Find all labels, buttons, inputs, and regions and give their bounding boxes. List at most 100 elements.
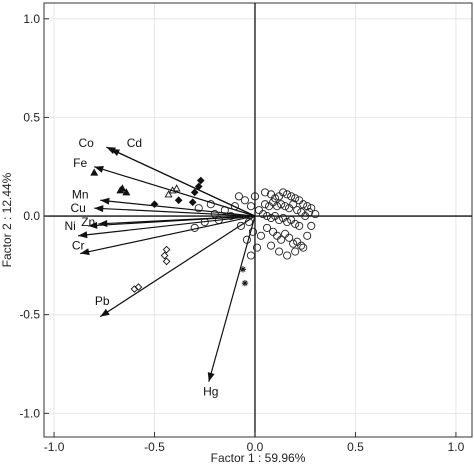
point-circle (311, 210, 320, 219)
point-circle (305, 208, 314, 217)
point-circle (240, 196, 249, 205)
point-triangle-open (164, 190, 173, 198)
point-circle (303, 231, 312, 240)
point-circle (265, 202, 274, 211)
vector-line (88, 215, 256, 227)
point-star (239, 266, 247, 273)
point-star (241, 279, 249, 287)
point-circle (273, 231, 282, 240)
zero-lines (44, 3, 472, 437)
point-circle (285, 233, 294, 242)
point-circle (297, 208, 306, 217)
point-circle (281, 202, 290, 211)
point-triangle-filled (90, 168, 99, 176)
vector-fe (94, 166, 256, 217)
point-circle (299, 243, 308, 252)
point-circle (226, 212, 235, 221)
point-diamond-open (130, 285, 139, 293)
point-circle (299, 200, 308, 209)
vector-pb (99, 215, 256, 318)
plot-frame (43, 2, 473, 438)
vector-arrowhead (207, 372, 215, 382)
vector-mn (100, 197, 256, 217)
point-circle (260, 200, 270, 209)
vector-arrowhead (88, 221, 98, 229)
y-tick-label: -1.0 (19, 406, 40, 420)
vector-label-cr: Cr (72, 239, 85, 253)
vector-arrowhead (78, 231, 88, 239)
point-circle (291, 194, 300, 203)
vector-ni (88, 215, 256, 229)
point-circle (291, 219, 300, 228)
vector-line (78, 215, 256, 237)
point-circle (236, 221, 245, 230)
point-triangle-filled (122, 188, 131, 196)
vector-label-co: Co (79, 136, 95, 150)
point-circle (279, 188, 288, 197)
vector-label-ni: Ni (64, 219, 75, 233)
point-circle (234, 192, 243, 201)
point-circle (283, 217, 292, 227)
star-stroke (240, 266, 246, 272)
vector-arrowhead (100, 197, 110, 205)
vector-label-hg: Hg (203, 385, 218, 399)
vector-label-cd: Cd (127, 136, 142, 150)
vector-cr (78, 215, 256, 239)
point-circle (267, 241, 276, 250)
x-tick-label: 0.5 (347, 440, 364, 454)
point-circle (271, 194, 280, 203)
point-diamond-open (162, 245, 171, 254)
point-circle (273, 202, 282, 211)
x-tick-label: 1.0 (448, 440, 465, 454)
point-circle (256, 231, 266, 240)
vector-label-zn: Zn (81, 215, 95, 229)
point-triangle-filled (118, 184, 127, 192)
y-axis-title: Factor 2 : 12.44% (0, 172, 14, 267)
point-circle (293, 237, 302, 246)
point-circle (246, 251, 256, 260)
vector-arrowhead (94, 166, 104, 173)
point-circle (260, 188, 270, 197)
vector-cr2 (80, 215, 256, 256)
vector-line (99, 215, 256, 318)
point-circle (295, 221, 304, 230)
axis-ticks: -1.0 -0.5 0.0 0.5 1.0 -1.0 -0.5 0.0 0.5 1.0 (19, 12, 464, 454)
vector-arrowhead (100, 308, 110, 317)
point-circle (194, 204, 203, 213)
vector-line (110, 148, 256, 217)
vector-label-pb: Pb (95, 294, 110, 308)
point-circle (287, 192, 296, 201)
point-circle (254, 206, 264, 215)
point-diamond-open (134, 283, 143, 291)
vector-arrowhead (94, 205, 104, 213)
vector-line (94, 166, 256, 217)
point-circle (262, 223, 272, 232)
vector-label-fe: Fe (73, 156, 87, 170)
point-circle (283, 251, 292, 260)
point-circle (252, 243, 262, 252)
y-tick-label: -0.5 (19, 308, 40, 322)
point-circle (275, 247, 284, 256)
point-circle (248, 227, 258, 236)
vector-label-mn: Mn (72, 187, 89, 201)
x-tick-label: -0.5 (144, 440, 165, 454)
point-diamond-filled (188, 198, 197, 207)
vector-line (94, 207, 256, 217)
grid-lines (44, 3, 472, 437)
point-circle (285, 204, 294, 213)
vector-arrowhead (110, 148, 120, 156)
point-diamond-open (160, 251, 169, 260)
vector-line (80, 215, 256, 255)
point-circle (246, 202, 256, 211)
point-circle (275, 215, 284, 225)
loading-vectors (78, 146, 256, 382)
vector-line (100, 199, 256, 217)
point-circle (297, 241, 306, 250)
vector-arrowhead (80, 248, 90, 256)
vector-cu (94, 205, 256, 217)
point-circle (307, 204, 316, 213)
point-circle (289, 200, 298, 209)
point-circle (289, 239, 298, 248)
vector-label-cu: Cu (70, 201, 85, 215)
